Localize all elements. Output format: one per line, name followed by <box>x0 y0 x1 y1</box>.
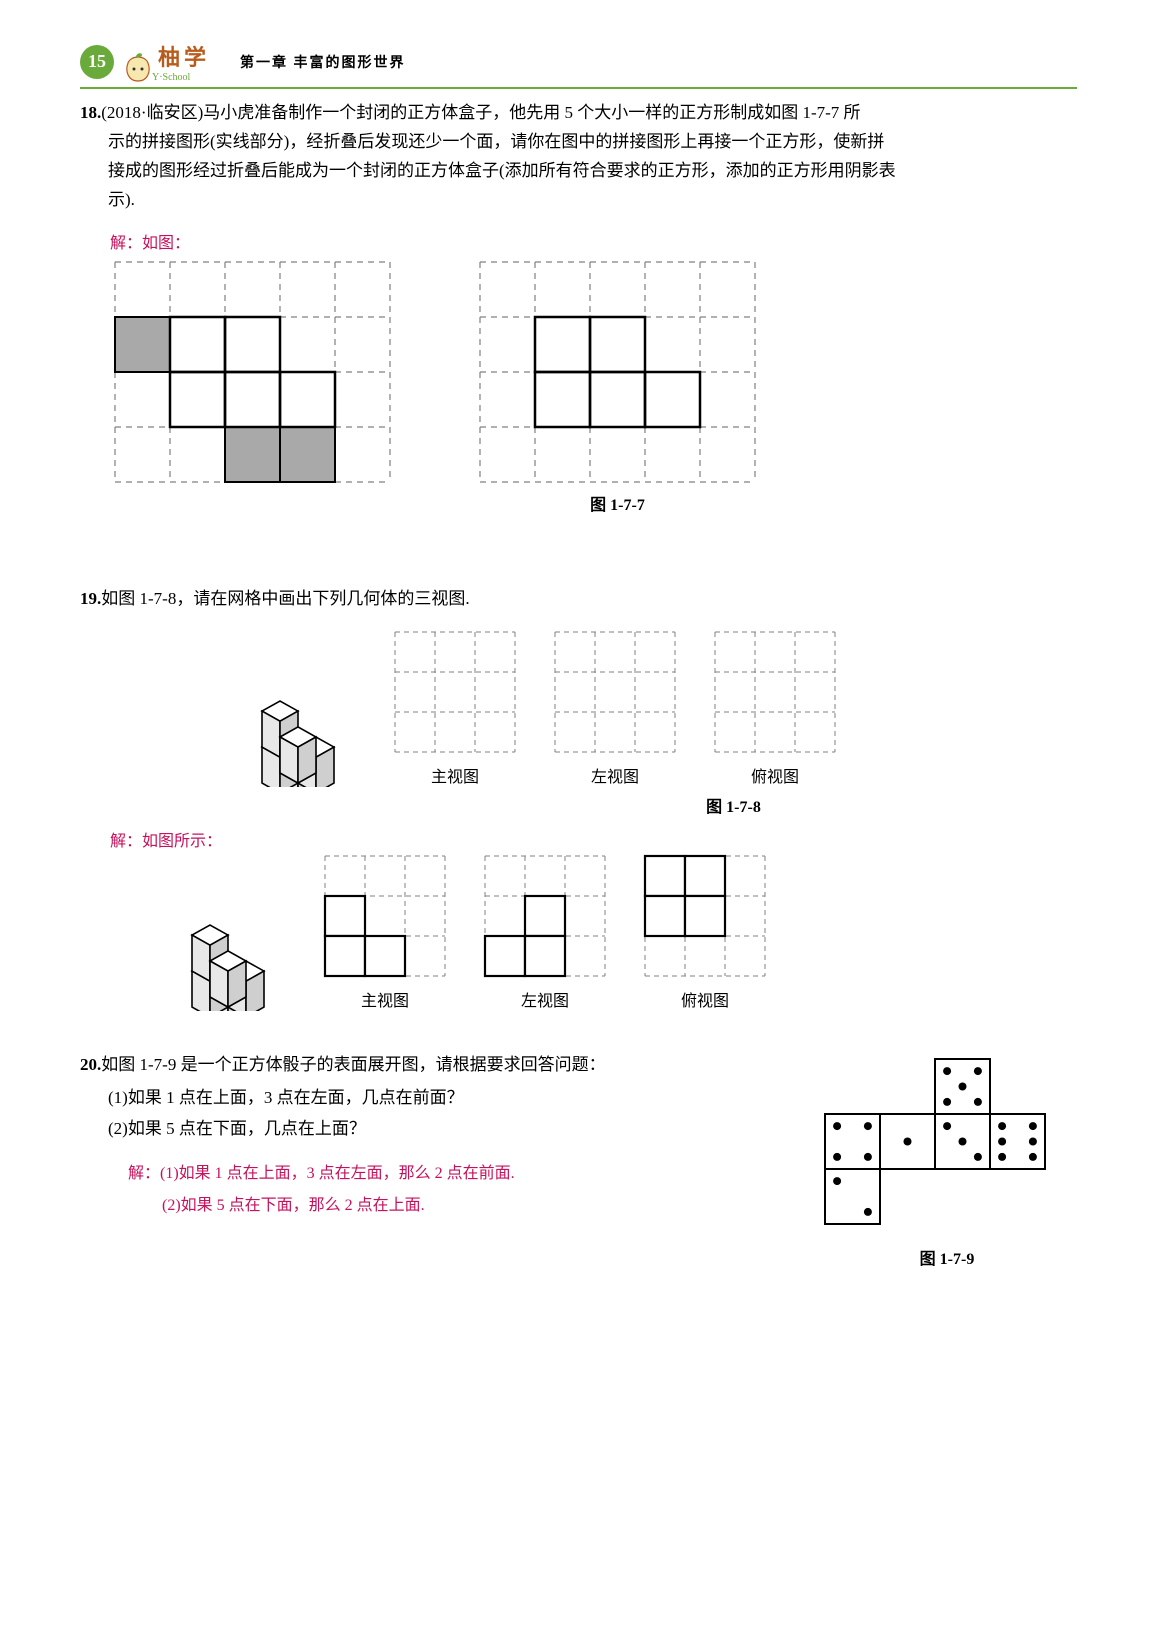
q20-dice-net <box>817 1051 1057 1241</box>
q19-text: 19.如图 1-7-8，请在网格中画出下列几何体的三视图. <box>80 585 1077 614</box>
q18-number: 18. <box>80 103 101 122</box>
q19-fig-caption: 图 1-7-8 <box>390 793 1077 817</box>
q20-body: 如图 1-7-9 是一个正方体骰子的表面展开图，请根据要求回答问题： <box>101 1055 605 1074</box>
q19-left-view <box>480 851 610 981</box>
q20-fig-caption: 图 1-7-9 <box>817 1245 1077 1269</box>
q19-top-view <box>640 851 770 981</box>
q20-text: 20.如图 1-7-9 是一个正方体骰子的表面展开图，请根据要求回答问题： <box>80 1051 817 1080</box>
q18-answer-label: 解：如图： <box>110 229 395 253</box>
q19-label-top-2: 俯视图 <box>640 987 770 1011</box>
q20-number: 20. <box>80 1055 101 1074</box>
q20-figure: 图 1-7-9 <box>817 1051 1077 1269</box>
q19-ans-left: 左视图 <box>480 851 610 1011</box>
page-header: 15 柚学 Y·School 第一章 丰富的图形世界 <box>80 40 1077 89</box>
q19-number: 19. <box>80 589 101 608</box>
q19-empty-top: 俯视图 <box>710 627 840 787</box>
q18-line3: 接成的图形经过折叠后能成为一个封闭的正方体盒子(添加所有符合要求的正方形，添加的… <box>80 161 896 180</box>
q18-answer-figure: 解：如图： <box>110 229 395 515</box>
pomelo-icon <box>122 51 154 83</box>
q19-label-left-1: 左视图 <box>550 763 680 787</box>
q19-empty-front: 主视图 <box>390 627 520 787</box>
brand-logo: 柚学 Y·School <box>122 40 210 83</box>
q19-label-front-2: 主视图 <box>320 987 450 1011</box>
q18-text: 18.(2018·临安区)马小虎准备制作一个封闭的正方体盒子，他先用 5 个大小… <box>80 99 1077 215</box>
q19-empty-grid-top <box>710 627 840 757</box>
brand-subtext: Y·School <box>152 72 210 83</box>
q19-empty-grid-left <box>550 627 680 757</box>
q19-empty-grid-front <box>390 627 520 757</box>
q20-sub2: (2)如果 5 点在下面，几点在上面？ <box>80 1115 817 1144</box>
q19-front-view <box>320 851 450 981</box>
q18-original-figure: 图 1-7-7 <box>475 229 760 515</box>
q20-answer-2: (2)如果 5 点在下面，那么 2 点在上面. <box>162 1190 817 1222</box>
chapter-title: 第一章 丰富的图形世界 <box>240 52 406 72</box>
brand-text: 柚学 <box>158 40 210 72</box>
q18-right-grid <box>475 257 760 487</box>
q18-line2: 示的拼接图形(实线部分)，经折叠后发现还少一个面，请你在图中的拼接图形上再接一个… <box>80 132 884 151</box>
q19-isometric-2 <box>140 861 290 1011</box>
q18-source: (2018·临安区) <box>101 103 203 122</box>
q20-sub1: (1)如果 1 点在上面，3 点在左面，几点在前面？ <box>80 1084 817 1113</box>
q18-fig-caption: 图 1-7-7 <box>475 491 760 515</box>
q19-label-left-2: 左视图 <box>480 987 610 1011</box>
q20-answer-1: 解：(1)如果 1 点在上面，3 点在左面，那么 2 点在前面. <box>128 1158 817 1190</box>
q18-line1: 马小虎准备制作一个封闭的正方体盒子，他先用 5 个大小一样的正方形制成如图 1-… <box>203 103 860 122</box>
q18-line4: 示). <box>80 190 135 209</box>
q19-label-front-1: 主视图 <box>390 763 520 787</box>
q19-ans-top: 俯视图 <box>640 851 770 1011</box>
q19-answer-label: 解：如图所示： <box>110 827 1077 851</box>
q19-ans-front: 主视图 <box>320 851 450 1011</box>
q19-body: 如图 1-7-8，请在网格中画出下列几何体的三视图. <box>101 589 469 608</box>
q19-isometric-1 <box>210 637 360 787</box>
q19-empty-left: 左视图 <box>550 627 680 787</box>
page-number-badge: 15 <box>80 45 114 79</box>
q19-label-top-1: 俯视图 <box>710 763 840 787</box>
q18-left-grid <box>110 257 395 487</box>
